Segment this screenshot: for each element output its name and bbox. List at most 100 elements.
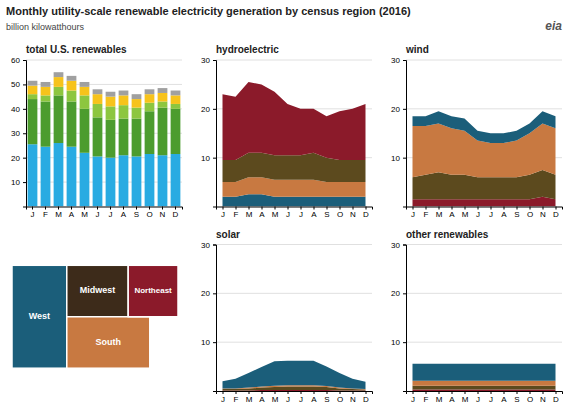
bar <box>119 91 129 96</box>
x-tick: S <box>514 391 519 404</box>
x-tick-label: A <box>501 395 507 404</box>
region <box>67 317 150 368</box>
x-tick: D <box>173 207 179 220</box>
x-tick-mark <box>452 207 453 210</box>
grid-line <box>406 342 562 343</box>
y-tick: 50 <box>11 80 26 89</box>
x-tick-label: O <box>337 210 343 219</box>
x-tick-mark <box>530 391 531 394</box>
x-axis-line <box>407 392 563 395</box>
y-tick-mark <box>213 245 216 246</box>
x-tick-label: F <box>43 210 48 219</box>
grid-line <box>216 60 372 61</box>
x-tick: M <box>81 207 88 220</box>
bar <box>145 154 155 206</box>
bar <box>132 156 142 206</box>
x-tick-mark <box>439 207 440 210</box>
bar <box>106 120 116 158</box>
grid-line <box>406 244 562 245</box>
x-tick-mark <box>162 207 163 210</box>
x-tick: A <box>501 207 507 220</box>
bar <box>132 108 142 119</box>
bar <box>93 117 103 156</box>
region <box>12 265 67 368</box>
x-tick-mark <box>366 207 367 210</box>
x-tick-label: N <box>540 395 546 404</box>
y-tick-label: 20 <box>391 105 400 114</box>
bar <box>28 99 38 144</box>
x-tick: S <box>324 391 329 404</box>
x-tick: M <box>246 391 253 404</box>
y-tick-mark <box>23 109 26 110</box>
x-tick: A <box>501 391 507 404</box>
y-tick: 40 <box>11 105 26 114</box>
x-tick-mark <box>340 391 341 394</box>
x-tick-label: J <box>476 210 480 219</box>
y-tick: 30 <box>201 241 216 250</box>
x-tick: M <box>462 207 469 220</box>
x-tick-mark <box>517 391 518 394</box>
area <box>223 361 366 389</box>
x-tick-label: M <box>272 210 279 219</box>
x-tick-label: J <box>221 210 225 219</box>
x-tick-label: A <box>449 395 455 404</box>
bar <box>41 102 51 147</box>
x-tick-mark <box>491 207 492 210</box>
x-tick-mark <box>530 207 531 210</box>
x-tick-label: J <box>286 210 290 219</box>
y-tick-label: 40 <box>11 105 20 114</box>
bar <box>132 119 142 157</box>
x-tick: A <box>69 207 75 220</box>
bar <box>80 95 90 108</box>
y-tick: 10 <box>201 338 216 347</box>
x-tick-label: A <box>121 210 127 219</box>
x-tick: A <box>121 207 127 220</box>
bar <box>80 153 90 207</box>
x-tick: D <box>553 207 559 220</box>
region-map: WestMidwestSouthNortheast <box>12 265 178 368</box>
bar <box>54 95 64 143</box>
x-tick-label: O <box>527 210 533 219</box>
bar <box>171 95 181 104</box>
x-tick: J <box>96 207 100 220</box>
x-tick-label: N <box>350 210 356 219</box>
bar <box>106 158 116 207</box>
x-tick-mark <box>504 391 505 394</box>
bar <box>54 77 64 87</box>
y-tick-mark <box>213 109 216 110</box>
x-tick-label: J <box>299 395 303 404</box>
bar <box>41 147 51 207</box>
bar <box>93 104 103 117</box>
x-tick-label: J <box>286 395 290 404</box>
x-tick-label: M <box>246 210 253 219</box>
y-tick: 20 <box>391 105 406 114</box>
bar <box>41 95 51 101</box>
y-tick-label: 10 <box>201 154 210 163</box>
x-tick-label: N <box>350 395 356 404</box>
x-tick-label: A <box>69 210 75 219</box>
x-tick-label: J <box>299 210 303 219</box>
x-tick-label: M <box>462 210 469 219</box>
x-tick-mark <box>97 207 98 210</box>
x-tick-mark <box>439 391 440 394</box>
x-tick-mark <box>543 391 544 394</box>
area <box>413 390 556 391</box>
x-axis-line <box>217 207 373 210</box>
x-tick-label: D <box>363 395 369 404</box>
x-tick-mark <box>84 207 85 210</box>
area <box>413 123 556 177</box>
x-tick-mark <box>478 391 479 394</box>
x-tick: O <box>337 207 343 220</box>
x-tick-mark <box>301 207 302 210</box>
x-tick-label: A <box>449 210 455 219</box>
x-tick-mark <box>517 207 518 210</box>
bar <box>54 143 64 206</box>
panel: windJFMAMJJASOND102030 <box>391 44 562 219</box>
y-tick: 30 <box>201 56 216 65</box>
x-tick-label: O <box>146 210 152 219</box>
bar <box>80 87 90 96</box>
x-tick-mark <box>223 391 224 394</box>
x-tick: J <box>221 391 225 404</box>
page-title: Monthly utility-scale renewable electric… <box>6 5 411 17</box>
x-tick: N <box>350 207 356 220</box>
